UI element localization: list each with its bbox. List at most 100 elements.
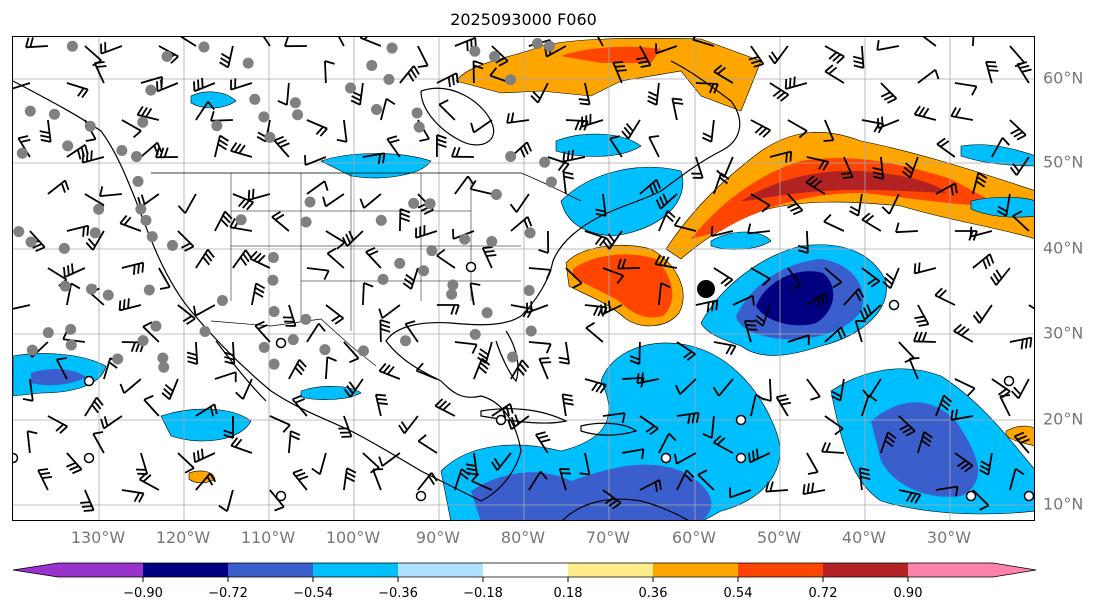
wind-barb xyxy=(454,175,475,195)
coastline-north-america xyxy=(13,60,741,502)
calm-wind-circle xyxy=(495,414,507,426)
wind-barb xyxy=(954,378,976,397)
wind-barb xyxy=(806,291,829,308)
wind-barb xyxy=(859,304,882,321)
station-dot xyxy=(292,109,304,121)
wind-barb xyxy=(823,213,845,232)
station-dot xyxy=(524,227,536,239)
station-dot xyxy=(199,325,211,337)
coastline-florida xyxy=(495,330,519,383)
wind-barb xyxy=(1012,210,1030,232)
station-dot xyxy=(319,344,331,356)
wind-barb xyxy=(311,452,327,475)
wind-barb xyxy=(47,415,68,434)
wind-barb xyxy=(66,82,89,99)
wind-barb xyxy=(322,193,345,208)
wind-barb xyxy=(230,142,253,158)
wind-barb xyxy=(935,394,953,417)
colorbar-tick-label: −0.18 xyxy=(463,586,503,601)
wind-barb xyxy=(617,258,640,270)
contour-orange-small xyxy=(188,470,216,484)
wind-barb xyxy=(84,396,104,417)
station-dot xyxy=(102,289,114,301)
wind-barb xyxy=(922,37,937,47)
station-dot xyxy=(116,144,128,156)
wind-barb xyxy=(712,378,734,397)
station-dot xyxy=(48,108,60,120)
wind-barb xyxy=(415,362,438,380)
wind-barb xyxy=(436,304,460,315)
lon-label: 120°W xyxy=(155,528,211,547)
wind-barb xyxy=(66,224,90,237)
wind-barb xyxy=(849,193,863,217)
wind-barb xyxy=(636,372,660,385)
wind-barb xyxy=(636,45,652,68)
wind-barb xyxy=(692,37,715,47)
wind-barb xyxy=(386,135,401,158)
station-markers xyxy=(13,38,1034,502)
wind-barb xyxy=(997,193,1011,217)
wind-barb xyxy=(100,415,123,430)
wind-barb xyxy=(155,147,178,159)
station-dot xyxy=(413,121,425,133)
wind-barb xyxy=(821,442,844,454)
colorbar-segment xyxy=(908,563,1036,577)
station-dot xyxy=(287,334,299,346)
wind-barb xyxy=(218,489,234,512)
contour-fills xyxy=(13,37,1034,520)
wind-barb xyxy=(917,431,933,454)
wind-barb xyxy=(326,247,345,269)
station-dot xyxy=(26,344,38,356)
station-dot xyxy=(84,120,96,132)
wind-barb xyxy=(750,193,771,213)
wind-barb xyxy=(831,378,845,402)
wind-barb xyxy=(138,472,160,491)
wind-barb xyxy=(507,414,530,431)
station-dot xyxy=(66,40,78,52)
station-dot xyxy=(25,236,37,248)
wind-barb xyxy=(913,331,936,343)
station-dot xyxy=(258,111,270,123)
wind-barb xyxy=(292,468,309,491)
wind-barb xyxy=(547,156,570,173)
station-dot xyxy=(137,116,149,128)
wind-barb xyxy=(979,452,993,476)
colorbar-tick-label: 0.54 xyxy=(723,586,753,601)
wind-barb xyxy=(602,412,626,424)
wind-barb xyxy=(325,230,346,250)
wind-barb xyxy=(92,431,105,454)
wind-barb xyxy=(775,394,792,417)
wind-barb xyxy=(954,82,978,96)
wind-barb xyxy=(273,135,290,158)
wind-barb xyxy=(306,180,329,195)
wind-barb xyxy=(454,341,478,354)
lon-label: 30°W xyxy=(926,528,972,547)
wind-barb xyxy=(697,469,715,491)
wind-barb xyxy=(787,334,810,346)
wind-barb xyxy=(695,82,719,94)
station-dot xyxy=(486,236,498,248)
wind-barb xyxy=(824,64,845,84)
colorbar-segment xyxy=(398,563,483,577)
station-dot xyxy=(469,328,481,340)
lat-label: 40°N xyxy=(1043,238,1084,258)
lon-label: 110°W xyxy=(240,528,296,547)
wind-barb xyxy=(1009,468,1025,491)
coastline-hispaniola xyxy=(580,422,638,436)
wind-barb xyxy=(655,43,678,55)
station-dot xyxy=(531,38,543,50)
wind-barb xyxy=(417,45,429,68)
wind-barb xyxy=(558,467,571,491)
station-dot xyxy=(504,74,516,86)
wind-barb xyxy=(136,105,160,121)
wind-barb xyxy=(528,470,548,491)
wind-barb xyxy=(195,101,215,121)
wind-barbs xyxy=(13,37,1034,512)
wind-barb xyxy=(765,481,788,493)
wind-barb xyxy=(118,298,142,312)
calm-wind-circle xyxy=(965,490,977,502)
station-dot xyxy=(267,274,279,286)
contour-red-north xyxy=(561,46,661,63)
wind-barb xyxy=(602,489,622,510)
calm-wind-circle xyxy=(1023,490,1034,502)
